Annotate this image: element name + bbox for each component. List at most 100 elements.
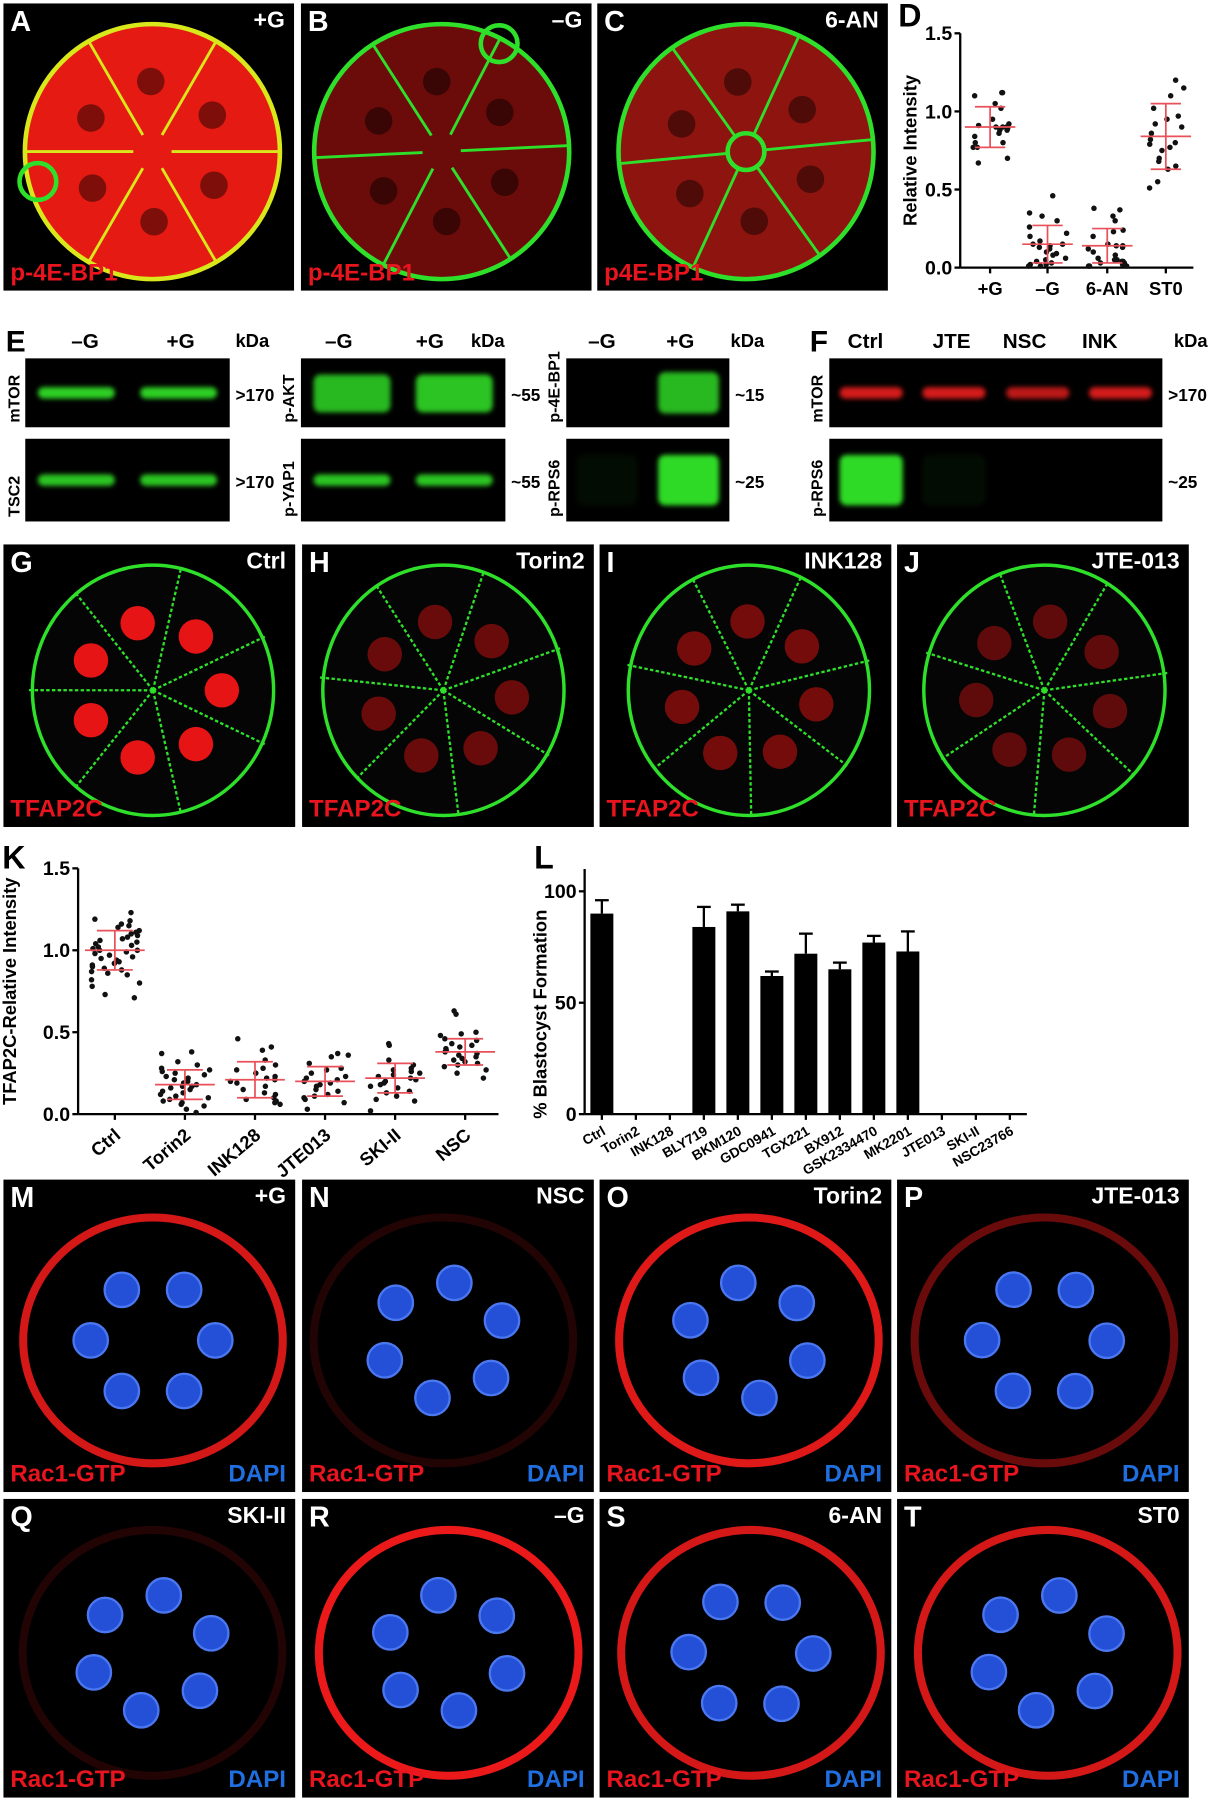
- data-point: [1086, 263, 1093, 269]
- cell-membrane: [73, 689, 154, 789]
- nucleus: [165, 1271, 203, 1309]
- bar: [828, 969, 852, 1115]
- x-tick-label: JTE013: [272, 1124, 335, 1181]
- data-point: [1063, 230, 1070, 237]
- nucleus: [1056, 1372, 1094, 1410]
- blot-strip: [300, 358, 506, 428]
- cell-membrane: [747, 576, 803, 691]
- protein-label: TSC2: [4, 475, 23, 517]
- cell-membrane: [442, 690, 460, 815]
- nucleus: [1076, 1672, 1114, 1710]
- data-point: [92, 916, 98, 922]
- micrograph-panel: M +G Rac1-GTP DAPI: [3, 1179, 296, 1493]
- stain-label: Rac1-GTP: [308, 1461, 425, 1488]
- data-point: [328, 1054, 335, 1060]
- y-axis-label: TFAP2C-Relative Intensity: [0, 877, 20, 1105]
- data-point: [1114, 257, 1120, 263]
- y-axis-label: Relative Intensity: [900, 74, 921, 226]
- nucleus: [992, 732, 1027, 767]
- polar-body: [17, 160, 59, 203]
- nucleus: [86, 1596, 124, 1634]
- data-point: [386, 1042, 393, 1049]
- blot-band: [922, 455, 986, 505]
- micrograph-image: [617, 1525, 885, 1780]
- embryo-cell: [22, 21, 283, 282]
- lane-label: –G: [325, 329, 353, 353]
- data-point: [134, 932, 141, 939]
- data-point: [989, 116, 996, 122]
- lane-label: JTE: [932, 329, 971, 353]
- cell-membrane: [924, 651, 1045, 692]
- embryo-cortex: [314, 1525, 583, 1780]
- data-point: [393, 1093, 400, 1099]
- panel-condition: –G: [551, 8, 583, 34]
- data-point: [193, 1109, 199, 1116]
- cell-membrane: [939, 689, 1046, 761]
- data-point: [171, 1076, 178, 1083]
- panel-letter: S: [606, 1501, 626, 1534]
- micrograph-image: [18, 1525, 287, 1780]
- panel-condition: +G: [253, 8, 285, 34]
- nucleus: [120, 605, 155, 641]
- data-point: [194, 1062, 201, 1068]
- micrograph-image: [19, 1213, 287, 1468]
- nucleus: [778, 1284, 816, 1322]
- blot-strip: [829, 358, 1163, 428]
- cell-membrane: [748, 689, 849, 768]
- data-point: [480, 1075, 487, 1081]
- panel-letter: C: [604, 5, 625, 38]
- nucleus: [200, 171, 228, 200]
- data-point: [1026, 224, 1033, 230]
- stain-label: Rac1-GTP: [903, 1461, 1020, 1488]
- panel-condition: –G: [553, 1503, 585, 1529]
- cell-membrane: [748, 659, 871, 692]
- data-point: [173, 1093, 179, 1099]
- nucleus: [494, 680, 530, 715]
- nucleus: [122, 1691, 160, 1729]
- data-point: [454, 1070, 460, 1076]
- lane-label: INK: [1081, 329, 1118, 353]
- data-point: [1159, 147, 1165, 154]
- data-point: [449, 1040, 455, 1047]
- data-point: [205, 1094, 212, 1101]
- data-point: [260, 1065, 266, 1072]
- data-point: [450, 1057, 457, 1063]
- chart-K: 0.0 0.5 1.0 1.5 TFAP2C-Relative Intensity Ctr…: [0, 858, 499, 1182]
- blot-band: [139, 474, 218, 486]
- data-point: [262, 1083, 269, 1090]
- panel-condition: JTE-013: [1091, 549, 1180, 575]
- nucleus: [77, 104, 105, 132]
- blot-band: [576, 372, 638, 413]
- nucleus: [364, 107, 393, 135]
- data-point: [1147, 136, 1154, 143]
- data-point: [1156, 158, 1162, 165]
- cell-membrane: [160, 40, 218, 136]
- stain-label: TFAP2C: [903, 795, 997, 823]
- data-point: [129, 954, 136, 960]
- protein-label: p-YAP1: [279, 461, 298, 517]
- data-point: [206, 1067, 213, 1073]
- y-tick-label: 1.0: [43, 940, 70, 962]
- protein-label: p-AKT: [279, 374, 298, 423]
- data-point: [128, 931, 134, 937]
- micrograph-panel: J JTE-013 TFAP2C: [897, 544, 1189, 827]
- cell-membrane: [443, 646, 562, 692]
- micrograph-panel: G Ctrl TFAP2C: [3, 544, 296, 827]
- data-point: [1167, 144, 1173, 151]
- data-point: [377, 1081, 384, 1088]
- embryo-cortex: [617, 1525, 885, 1780]
- cell-membrane: [1044, 671, 1169, 692]
- stain-label: Rac1-GTP: [606, 1461, 722, 1488]
- panel-condition: ST0: [1137, 1503, 1180, 1529]
- stain-label: p-4E-BP1: [10, 259, 118, 287]
- blot-strip: [300, 438, 506, 522]
- x-tick-label: Ctrl: [87, 1124, 125, 1160]
- stain-label: TFAP2C: [308, 795, 402, 823]
- nucleus: [764, 1584, 802, 1621]
- nucleus: [1092, 693, 1128, 729]
- cell-membrane: [318, 676, 444, 692]
- x-tick-label: +G: [978, 278, 1003, 299]
- y-tick-label: 100: [544, 881, 577, 903]
- data-point: [970, 144, 976, 151]
- panel-letter: I: [606, 546, 615, 579]
